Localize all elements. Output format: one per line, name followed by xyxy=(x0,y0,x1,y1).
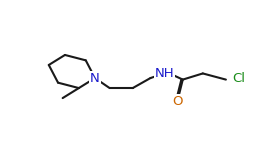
Text: Cl: Cl xyxy=(232,72,245,85)
Text: O: O xyxy=(172,95,183,108)
Text: N: N xyxy=(90,72,100,85)
Text: NH: NH xyxy=(155,67,174,80)
